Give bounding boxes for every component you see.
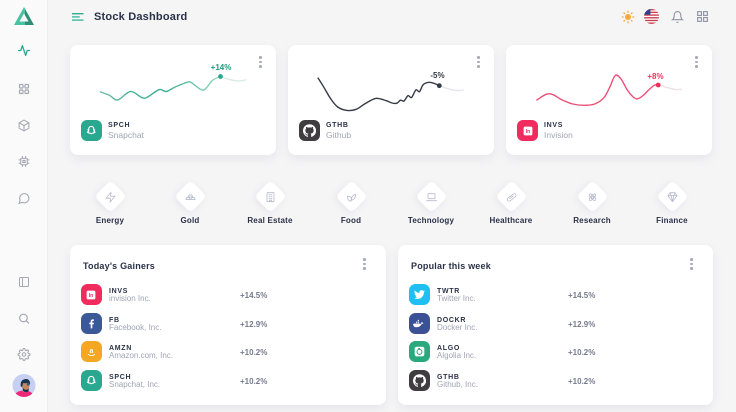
svg-text:In: In: [89, 293, 93, 299]
svg-text:+8%: +8%: [647, 72, 663, 81]
svg-text:In: In: [525, 129, 529, 135]
svg-text:-5%: -5%: [430, 71, 444, 80]
svg-text:a: a: [89, 348, 93, 355]
svg-text:+14%: +14%: [211, 63, 232, 72]
